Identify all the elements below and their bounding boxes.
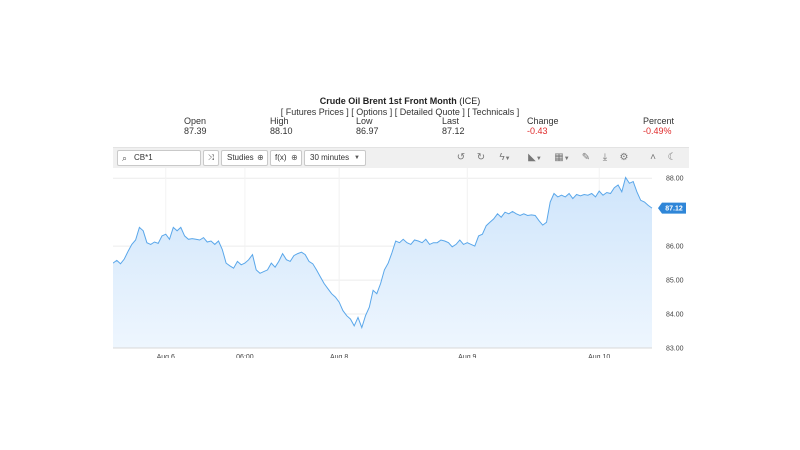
x-tick-label: Aug 9: [458, 354, 476, 358]
stat-open: Open 87.39: [184, 116, 207, 136]
y-tick-label: 85.00: [666, 278, 684, 285]
stat-change: Change -0.43: [527, 116, 559, 136]
x-tick-label: Aug 6: [157, 354, 175, 358]
stat-label: Low: [356, 116, 373, 126]
symbol-value: CB*1: [134, 153, 153, 162]
table-icon[interactable]: ▦▼: [554, 152, 570, 163]
stat-value: -0.49%: [643, 126, 672, 136]
x-tick-label: Aug 8: [330, 354, 348, 358]
chart-toolbar: ⌕ CB*1 ⤨ Studies ⊕ f(x) ⊕ 30 minutes ▼ ↺…: [113, 147, 689, 168]
y-tick-label: 88.00: [666, 176, 684, 183]
fx-label: f(x): [275, 153, 287, 162]
stat-value: 88.10: [270, 126, 293, 136]
stat-label: Open: [184, 116, 207, 126]
stat-value: -0.43: [527, 126, 548, 136]
last-price-badge: 87.12: [658, 202, 686, 214]
stat-label: Last: [442, 116, 460, 126]
price-line: [113, 176, 653, 330]
instrument-title: Crude Oil Brent 1st Front Month (ICE): [0, 96, 800, 107]
stat-last: Last 87.12: [442, 116, 465, 136]
instrument-name: Crude Oil Brent 1st Front Month: [319, 96, 457, 106]
shuffle-icon: ⤨: [207, 153, 215, 162]
undo-icon[interactable]: ↺: [456, 152, 466, 163]
add-circle-icon: ⊕: [291, 153, 298, 162]
pencil-icon[interactable]: ✎: [581, 152, 591, 163]
interval-select[interactable]: 30 minutes ▼: [304, 150, 366, 166]
stat-label: High: [270, 116, 289, 126]
chevron-down-icon: ▼: [354, 155, 360, 161]
chart-type-icon[interactable]: ◣▼: [528, 152, 542, 163]
dark-mode-icon[interactable]: ☾: [667, 152, 677, 163]
exchange-label: (ICE): [459, 96, 481, 106]
y-tick-label: 86.00: [666, 244, 684, 251]
stat-label: Change: [527, 116, 559, 126]
stat-high: High 88.10: [270, 116, 293, 136]
gear-icon[interactable]: ⚙: [619, 152, 629, 163]
stat-label: Percent: [643, 116, 675, 126]
interval-value: 30 minutes: [310, 153, 350, 162]
studies-button[interactable]: Studies ⊕: [221, 150, 268, 166]
quote-stats: Open 87.39 High 88.10 Low 86.97 Last 87.…: [0, 116, 800, 140]
x-axis: Aug 6 06:00 Aug 8 Aug 9 Aug 10: [113, 347, 652, 358]
fx-button[interactable]: f(x) ⊕: [270, 150, 302, 166]
x-tick-label: Aug 10: [588, 354, 610, 358]
redo-icon[interactable]: ↻: [476, 152, 486, 163]
last-price-badge-shape: [658, 202, 686, 214]
x-tick-label: 06:00: [236, 354, 254, 358]
y-axis: 88.00 86.00 85.00 84.00 83.00: [666, 176, 684, 353]
stat-value: 86.97: [356, 126, 379, 136]
draw-tools-icon[interactable]: ϟ▼: [499, 152, 511, 163]
search-icon: ⌕: [122, 153, 128, 163]
stat-low: Low 86.97: [356, 116, 379, 136]
y-tick-label: 83.00: [666, 346, 684, 353]
price-area: [113, 177, 652, 348]
download-icon[interactable]: ⤓: [602, 152, 608, 163]
add-circle-icon: ⊕: [257, 153, 264, 162]
stat-percent: Percent -0.49%: [643, 116, 674, 136]
stat-value: 87.39: [184, 126, 207, 136]
symbol-search-input[interactable]: ⌕ CB*1: [117, 150, 201, 166]
quote-links[interactable]: [ Futures Prices ] [ Options ] [ Detaile…: [280, 107, 520, 117]
last-price-label: 87.12: [665, 206, 683, 213]
y-tick-label: 84.00: [666, 312, 684, 319]
price-chart[interactable]: Aug 6 06:00 Aug 8 Aug 9 Aug 10 88.00 86.00 85.…: [113, 168, 689, 358]
stat-value: 87.12: [442, 126, 465, 136]
compare-button[interactable]: ⤨: [203, 150, 219, 166]
studies-label: Studies: [227, 153, 254, 162]
instrument-header: Crude Oil Brent 1st Front Month (ICE) [ …: [0, 96, 800, 118]
collapse-icon[interactable]: ˄: [650, 152, 656, 163]
